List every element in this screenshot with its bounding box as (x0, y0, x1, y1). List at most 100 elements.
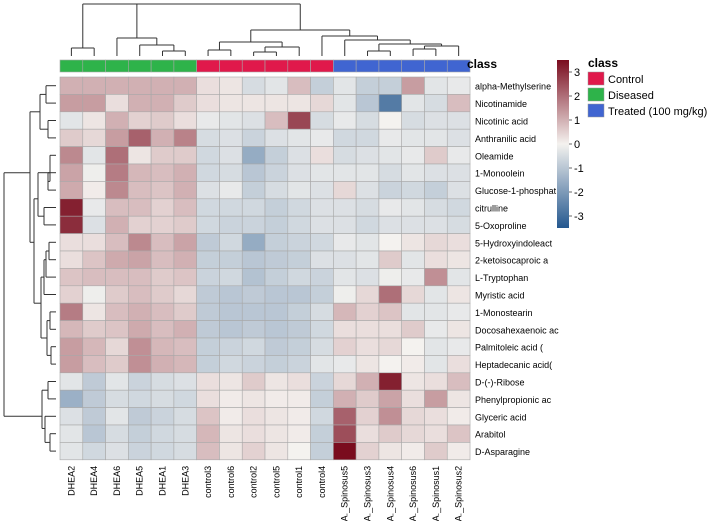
heatmap-cell (424, 163, 448, 182)
row-label: 5-Hydroxyindoleact (475, 238, 553, 248)
heatmap-cell (310, 372, 334, 391)
heatmap-cell (378, 128, 403, 147)
colorbar-tick-label: 1 (574, 115, 580, 127)
heatmap-cells (59, 76, 471, 461)
heatmap-cell (150, 181, 175, 200)
heatmap-cell (196, 389, 220, 408)
heatmap-cell (446, 407, 471, 426)
heatmap-cell (241, 320, 266, 339)
heatmap-cell (446, 302, 471, 321)
heatmap-cell (241, 389, 266, 408)
heatmap-cell (196, 215, 220, 234)
heatmap-cell (173, 389, 197, 408)
heatmap-cell (401, 163, 425, 182)
heatmap-cell (333, 76, 357, 95)
annotation-cell (128, 59, 152, 73)
heatmap-cell (333, 372, 357, 391)
heatmap-cell (333, 442, 357, 461)
heatmap-cell (424, 198, 448, 217)
heatmap-cell (446, 215, 471, 234)
heatmap-cell (241, 215, 266, 234)
heatmap-cell (82, 355, 106, 374)
heatmap-cell (378, 442, 403, 461)
heatmap-cell (128, 320, 152, 339)
heatmap-cell (355, 389, 380, 408)
heatmap-cell (150, 442, 175, 461)
heatmap-cell (219, 337, 243, 356)
heatmap-cell (173, 76, 197, 95)
heatmap-cell (82, 163, 106, 182)
heatmap-cell (59, 111, 84, 130)
heatmap-cell (378, 198, 403, 217)
row-label: 1-Monoolein (475, 169, 525, 179)
heatmap-cell (264, 250, 289, 269)
row-label: Oleamide (475, 151, 514, 161)
heatmap-cell (378, 268, 403, 287)
heatmap-cell (310, 198, 334, 217)
heatmap-cell (241, 111, 266, 130)
column-label: DHEA2 (66, 466, 76, 496)
heatmap-cell (378, 285, 403, 304)
heatmap-cell (105, 424, 129, 443)
heatmap-cell (378, 215, 403, 234)
heatmap-cell (424, 181, 448, 200)
heatmap-cell (378, 146, 403, 165)
heatmap-cell (446, 146, 471, 165)
heatmap-cell (128, 94, 152, 113)
heatmap-cell (333, 268, 357, 287)
heatmap-cell (105, 250, 129, 269)
heatmap-cell (59, 424, 84, 443)
annotation-cell (241, 59, 266, 73)
heatmap-cell (378, 233, 403, 252)
heatmap-cell (150, 111, 175, 130)
heatmap-cell (333, 198, 357, 217)
heatmap-cell (105, 372, 129, 391)
heatmap-cell (333, 128, 357, 147)
heatmap-cell (105, 320, 129, 339)
heatmap-cell (264, 198, 289, 217)
heatmap-cell (105, 389, 129, 408)
heatmap-cell (424, 302, 448, 321)
heatmap-cell (59, 163, 84, 182)
heatmap-cell (59, 302, 84, 321)
heatmap-cell (355, 302, 380, 321)
heatmap-cell (355, 320, 380, 339)
heatmap-cell (355, 111, 380, 130)
annotation-cell (333, 59, 357, 73)
row-label: Anthranilic acid (475, 134, 536, 144)
heatmap-cell (105, 442, 129, 461)
heatmap-cell (105, 94, 129, 113)
heatmap-cell (105, 407, 129, 426)
heatmap-cell (355, 442, 380, 461)
heatmap-cell (446, 94, 471, 113)
heatmap-cell (401, 424, 425, 443)
heatmap-cell (173, 233, 197, 252)
heatmap-cell (59, 389, 84, 408)
heatmap-cell (128, 372, 152, 391)
heatmap-cell (355, 181, 380, 200)
heatmap-cell (219, 424, 243, 443)
heatmap-cell (264, 181, 289, 200)
heatmap-cell (196, 250, 220, 269)
heatmap-cell (424, 250, 448, 269)
heatmap-cell (264, 355, 289, 374)
annotation-cell (150, 59, 175, 73)
heatmap-cell (264, 94, 289, 113)
heatmap-cell (173, 94, 197, 113)
row-label: Arabitol (475, 430, 506, 440)
annotation-cell (424, 59, 448, 73)
heatmap-cell (378, 407, 403, 426)
heatmap-cell (82, 337, 106, 356)
heatmap-cell (401, 442, 425, 461)
heatmap-cell (287, 442, 311, 461)
column-label: DHEA1 (158, 466, 168, 496)
column-label: control5 (271, 466, 281, 498)
heatmap-cell (310, 407, 334, 426)
heatmap-cell (264, 111, 289, 130)
heatmap-cell (241, 181, 266, 200)
heatmap-cell (59, 233, 84, 252)
heatmap-cell (333, 424, 357, 443)
heatmap-cell (150, 389, 175, 408)
column-labels: DHEA2 DHEA4 DHEA6 DHEA5 DHEA1 DHEA3 control3 co… (66, 466, 463, 521)
